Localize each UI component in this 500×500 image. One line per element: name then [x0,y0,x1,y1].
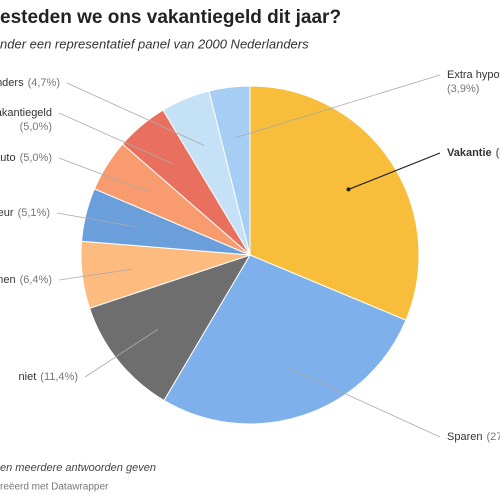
slice-label: rieur (5,1%) [0,207,50,219]
chart-title: esteden we ons vakantiegeld dit jaar? [0,7,341,28]
category-label: akantiegeld [0,107,52,119]
slice-label: niet (11,4%) [19,371,78,383]
value-label: (27, [486,431,500,443]
leader-line [58,268,133,281]
category-label: Sparen [447,431,482,443]
leader-line [348,152,441,190]
leader-line [58,112,175,165]
category-label: nders [0,77,24,89]
slice-label: Vakantie (3 [447,147,500,159]
pie-slice [249,85,420,321]
value-label: (4,7%) [28,77,60,89]
value-label: (3 [496,147,500,159]
leader-line [287,366,441,438]
leader-line [66,82,205,147]
category-label: Extra hypoti [447,69,500,81]
slice-label: nders (4,7%) [0,77,60,89]
slice-label: Sparen (27, [447,431,500,443]
pie [80,85,420,425]
pie-slice [163,254,407,425]
category-label: auto [0,152,16,164]
leader-dot [346,187,351,192]
value-label: (5,0%) [20,121,52,133]
chart-subtitle: nder een representatief panel van 2000 N… [0,36,309,51]
pie-slice [208,85,251,256]
category-label: rieur [0,207,14,219]
leader-line [235,74,441,138]
value-label: (11,4%) [40,371,78,383]
category-label: niet [19,371,37,383]
category-label: amen [0,274,16,286]
labels: Vakantie (3 Sparen (27, niet(11,4%) amen (6,4%… [0,69,500,443]
slice-label: akantiegeld (5,0%) [0,107,52,133]
slice-label: auto (5,0%) [0,152,52,164]
chart-note: en meerdere antwoorden geven [0,462,156,474]
leader-line [84,328,159,378]
value-label: (6,4%) [20,274,52,286]
chart-credit: reëerd met Datawrapper [0,482,109,493]
value-label: (3,9%) [447,83,479,95]
leader-line [58,157,150,193]
pie-slice [88,254,252,402]
slice-label: Extra hypoti (3,9%) [447,69,500,95]
category-label: Vakantie [447,147,492,159]
value-label: (5,1%) [18,207,50,219]
slice-label: amen (6,4%) [0,274,52,286]
leader-line [56,212,136,228]
value-label: (5,0%) [20,152,52,164]
